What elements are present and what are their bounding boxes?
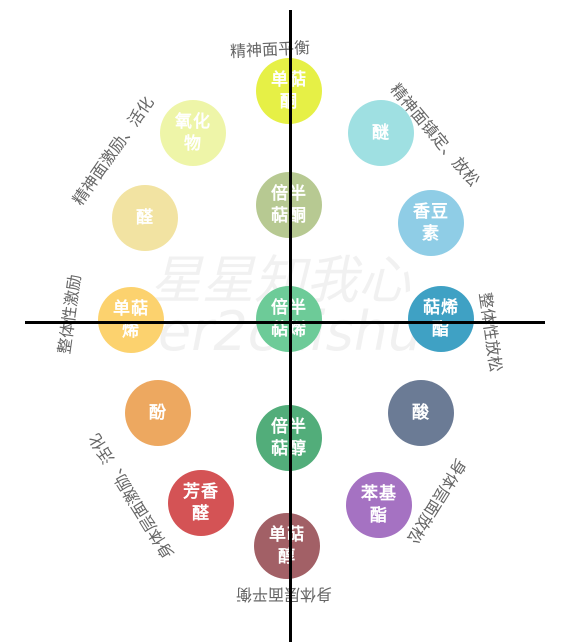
node-monoterpene: 单萜 烯 (98, 287, 164, 353)
label-left: 整体性激励 (54, 273, 85, 356)
node-coumarin: 香豆 素 (398, 190, 464, 256)
label-top: 精神面平衡 (229, 37, 311, 62)
vertical-axis (289, 10, 292, 642)
node-phenyl-ester: 苯基 酯 (346, 472, 412, 538)
horizontal-axis (25, 321, 545, 324)
node-phenol: 酚 (125, 380, 191, 446)
label-bottom: 身体层面平衡 (236, 585, 333, 604)
label-lower-right: 身体层面放松 (403, 455, 471, 547)
label-right: 整体性放松 (475, 291, 506, 374)
node-aldehyde: 醛 (112, 185, 178, 251)
node-ether: 醚 (348, 100, 414, 166)
node-terpene-ester: 萜烯 酯 (408, 286, 474, 352)
node-acid: 酸 (388, 380, 454, 446)
node-aromatic-aldehyde: 芳香 醛 (168, 470, 234, 536)
node-monoterpene-alcohol: 单萜 醇 (254, 513, 320, 579)
label-lower-left: 身体层面激励、活化 (85, 430, 178, 563)
node-oxide: 氧化 物 (160, 100, 226, 166)
